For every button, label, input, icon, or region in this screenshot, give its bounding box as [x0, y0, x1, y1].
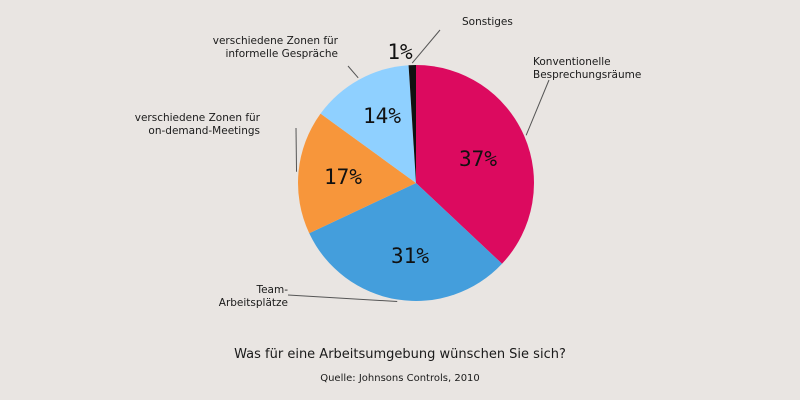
callout-konventionelle: Konventionelle Besprechungsräume	[533, 56, 642, 81]
value-label-verschiedene-zonen-für-on-demand-meetings: 17%	[324, 165, 362, 189]
leader-line-verschiedene-zonen-für-informelle-gespräche	[347, 65, 359, 79]
callout-team: Team- Arbeitsplätze	[218, 284, 288, 309]
value-label-verschiedene-zonen-für-informelle-gespräche: 14%	[363, 104, 401, 128]
pie-slice-konventionelle-besprechungsräume	[416, 65, 535, 264]
value-label-team-arbeitsplätze: 31%	[391, 244, 429, 268]
callout-informell: verschiedene Zonen für informelle Gesprä…	[212, 35, 338, 60]
pie-slice-team-arbeitsplätze	[309, 183, 503, 302]
chart-title: Was für eine Arbeitsumgebung wünschen Si…	[234, 347, 566, 362]
callout-on-demand: verschiedene Zonen für on-demand-Meeting…	[134, 112, 260, 137]
leader-line-sonstiges	[411, 29, 441, 64]
callout-sonstiges: Sonstiges	[462, 16, 513, 28]
leader-line-team-arbeitsplätze	[287, 294, 398, 303]
pie-slice-verschiedene-zonen-für-informelle-gespräche	[320, 65, 416, 183]
value-label-sonstiges: 1%	[387, 40, 413, 64]
pie-slice-verschiedene-zonen-für-on-demand-meetings	[298, 113, 416, 234]
pie-slice-sonstiges	[408, 65, 416, 183]
leader-line-verschiedene-zonen-für-on-demand-meetings	[295, 127, 298, 172]
value-label-konventionelle-besprechungsräume: 37%	[459, 147, 497, 171]
chart-source: Quelle: Johnsons Controls, 2010	[320, 373, 480, 384]
leader-line-konventionelle-besprechungsräume	[525, 79, 550, 136]
